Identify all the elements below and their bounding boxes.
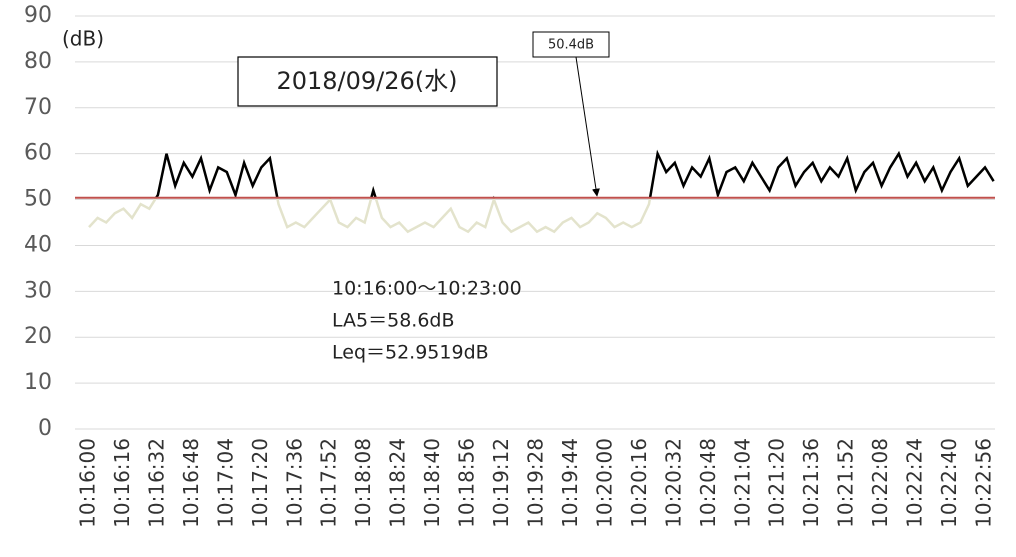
x-tick-label: 10:16:48 xyxy=(179,438,203,528)
x-tick-label: 10:17:04 xyxy=(213,438,237,528)
y-tick-label: 50 xyxy=(24,187,52,212)
y-tick-label: 40 xyxy=(24,232,52,257)
y-tick-label: 0 xyxy=(38,416,52,441)
y-tick-label: 30 xyxy=(24,278,52,303)
threshold-arrow xyxy=(575,56,600,197)
threshold-label-box xyxy=(532,31,610,58)
x-tick-label: 10:20:48 xyxy=(696,438,720,528)
y-tick-label: 80 xyxy=(24,49,52,74)
x-tick-label: 10:20:16 xyxy=(627,438,651,528)
x-tick-label: 10:17:36 xyxy=(282,438,306,528)
x-tick-label: 10:18:24 xyxy=(386,438,410,528)
x-tick-label: 10:16:16 xyxy=(110,438,134,528)
x-tick-label: 10:21:04 xyxy=(730,438,754,528)
x-tick-label: 10:22:24 xyxy=(903,438,927,528)
x-tick-label: 10:21:20 xyxy=(765,438,789,528)
line-series-above-threshold xyxy=(154,149,995,198)
x-tick-label: 10:17:52 xyxy=(317,438,341,528)
x-tick-label: 10:19:12 xyxy=(489,438,513,528)
y-tick-label: 70 xyxy=(24,95,52,120)
x-tick-label: 10:20:00 xyxy=(592,438,616,528)
x-tick-label: 10:19:44 xyxy=(558,438,582,528)
x-tick-label: 10:16:32 xyxy=(144,438,168,528)
x-tick-label: 10:22:56 xyxy=(972,438,996,528)
date-label: 2018/09/26(水) xyxy=(276,67,457,95)
x-tick-label: 10:18:40 xyxy=(420,438,444,528)
x-tick-label: 10:19:28 xyxy=(524,438,548,528)
annotation: Leq＝52.9519dB xyxy=(332,342,489,364)
x-tick-label: 10:22:08 xyxy=(868,438,892,528)
x-tick-label: 10:16:00 xyxy=(76,438,100,528)
x-tick-label: 10:20:32 xyxy=(661,438,685,528)
x-tick-label: 10:17:20 xyxy=(248,438,272,528)
x-tick-label: 10:22:40 xyxy=(937,438,961,528)
y-axis-label: (dB) xyxy=(62,27,104,51)
x-tick-label: 10:21:36 xyxy=(799,438,823,528)
threshold-label: 50.4dB xyxy=(548,38,594,53)
annotation: LA5＝58.6dB xyxy=(332,310,455,332)
x-tick-label: 10:18:08 xyxy=(351,438,375,528)
y-tick-label: 90 xyxy=(24,3,52,28)
line-series xyxy=(88,149,995,234)
date-box xyxy=(237,56,498,107)
annotation: 10:16:00〜10:23:00 xyxy=(332,278,522,300)
y-tick-label: 10 xyxy=(24,370,52,395)
y-tick-label: 20 xyxy=(24,324,52,349)
x-tick-label: 10:21:52 xyxy=(834,438,858,528)
x-tick-label: 10:18:56 xyxy=(455,438,479,528)
y-tick-label: 60 xyxy=(24,141,52,166)
